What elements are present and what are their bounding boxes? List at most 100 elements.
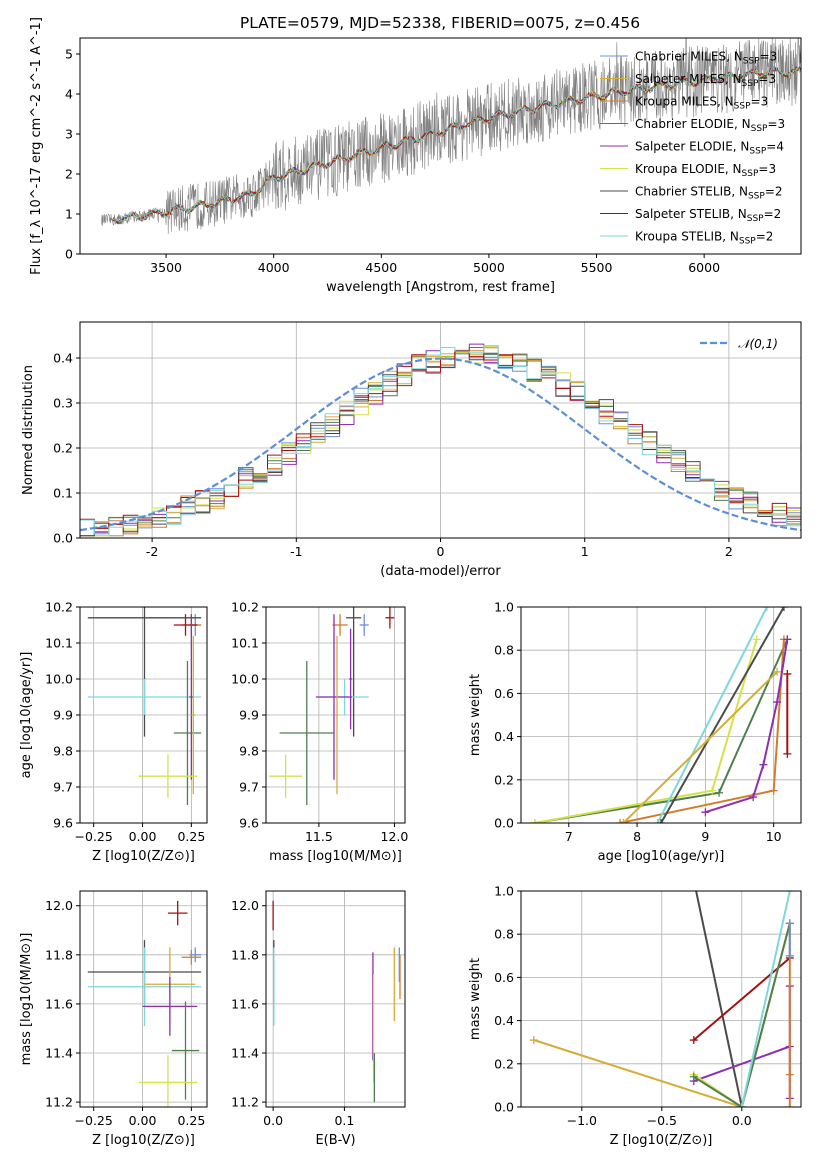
residual-hist-7	[80, 349, 801, 530]
weight-marker	[715, 788, 724, 797]
plot-area-age-vs-Z	[87, 607, 202, 805]
legend-sub: SSP	[743, 57, 760, 67]
x-tick-label: 9	[701, 829, 709, 844]
y-tick-label: 11.4	[45, 1046, 73, 1061]
x-tick-label: 11.5	[305, 829, 333, 844]
y-tick-label: 11.2	[231, 1095, 259, 1110]
x-tick-label: 6000	[688, 260, 720, 275]
x-tick-label: −0.25	[75, 829, 113, 844]
weight-line-7	[622, 671, 778, 823]
weight-marker	[752, 635, 761, 644]
axes-frame	[79, 37, 802, 255]
legend-sub: SSP	[742, 169, 759, 179]
x-tick-label: 0.1	[334, 1113, 354, 1128]
legend-sub: SSP	[748, 192, 765, 202]
x-axis-label: Z [log10(Z/Z⊙)]	[92, 849, 195, 864]
frame-mass-vs-Z: −0.25 0.00 0.25 11.2 11.4 11.6 11.8 12.0 Z [log1…	[19, 890, 208, 1148]
y-tick-label: 0.0	[494, 816, 514, 831]
weight-marker	[616, 819, 625, 823]
weight-marker	[690, 876, 698, 884]
figure-title: PLATE=0579, MJD=52338, FIBERID=0075, z=0…	[240, 14, 640, 32]
legend-sub: SSP	[734, 102, 751, 112]
y-tick-label: 5	[65, 47, 73, 62]
y-tick-label: 10.0	[45, 672, 73, 687]
y-tick-label: 9.7	[53, 780, 73, 795]
legend-label-3: Chabrier ELODIE, NSSP=3	[635, 117, 785, 134]
axes-massweight-vs-age: 7 8 9 10 0.0 0.2 0.4 0.6 0.8 1.0 age [log10(age/yr…	[468, 600, 802, 864]
errorbar-point-8	[269, 754, 303, 798]
plot-area-spectrum	[101, 38, 801, 234]
y-tick-label: 1.0	[494, 884, 514, 899]
errorbar-point-8	[138, 1055, 198, 1107]
legend-label-7: Salpeter STELIB, NSSP=2	[635, 207, 781, 224]
errorbar-point-6	[142, 976, 198, 1036]
y-tick-label: 9.6	[239, 816, 259, 831]
x-tick-label: 0.25	[177, 1113, 205, 1128]
plot-area-massweight-vs-Z	[529, 876, 794, 1107]
y-tick-label: 11.6	[45, 996, 73, 1011]
y-axis-label: Flux [f_λ 10^-17 erg cm^-2 s^-1 A^-1]	[29, 17, 44, 275]
weight-marker	[619, 819, 628, 823]
x-axis-label: (data-model)/error	[380, 564, 501, 579]
y-tick-label: 0.8	[494, 927, 514, 942]
y-tick-label: 10.0	[231, 672, 259, 687]
weight-line-2	[693, 957, 791, 1041]
errorbar-point-2	[385, 607, 395, 629]
legend-eq: =3	[767, 117, 785, 131]
weight-marker	[530, 819, 539, 823]
errorbar-point-0	[167, 900, 188, 926]
weight-marker	[689, 1036, 698, 1045]
x-tick-label: 0.0	[263, 1113, 283, 1128]
legend-eq: =3	[760, 50, 778, 64]
legend-label-8: Kroupa STELIB, NSSP=2	[635, 230, 773, 247]
y-tick-label: 0.0	[53, 531, 73, 546]
y-tick-label: 10.2	[231, 600, 259, 615]
x-tick-label: 5500	[581, 260, 613, 275]
y-tick-label: 0.2	[494, 1056, 514, 1071]
weight-line-5	[693, 923, 791, 1107]
weight-marker	[653, 819, 662, 823]
y-tick-label: 9.9	[53, 708, 73, 723]
frame-massweight-vs-age: 7 8 9 10 0.0 0.2 0.4 0.6 0.8 1.0 age [log10(age/yr…	[468, 600, 802, 864]
x-axis-label: wavelength [Angstrom, rest frame]	[326, 280, 555, 295]
plots-root: 3500 4000 4500 5000 5500 6000 0 1 2 3 4 5 wavelength…	[19, 17, 802, 1148]
plot-area-massweight-vs-age	[530, 607, 792, 823]
y-tick-label: 0.8	[494, 643, 514, 658]
y-tick-label: 10.2	[45, 600, 73, 615]
x-tick-label: −1.0	[567, 1113, 597, 1128]
x-tick-label: 5000	[473, 260, 505, 275]
weight-marker	[749, 793, 758, 802]
errorbar-point-1	[332, 614, 348, 636]
x-axis-label: mass [log10(M/M⊙)]	[269, 849, 402, 864]
y-tick-label: 11.4	[231, 1046, 259, 1061]
errorbar-point-0	[359, 614, 369, 636]
x-tick-label: −0.25	[75, 1113, 113, 1128]
weight-marker	[708, 786, 717, 795]
weight-marker	[779, 607, 788, 611]
y-tick-label: 1	[65, 207, 73, 222]
errorbar-point-3	[346, 607, 362, 737]
x-tick-label: -1	[290, 544, 302, 559]
legend-eq: =2	[764, 207, 782, 221]
y-tick-label: 9.9	[239, 708, 259, 723]
y-tick-label: 9.7	[239, 780, 259, 795]
legend-sub: SSP	[751, 124, 768, 134]
weight-marker	[737, 1103, 746, 1107]
weight-line-6	[660, 607, 785, 823]
x-tick-label: 4000	[258, 260, 290, 275]
legend-gaussian-label: 𝒩(0,1)	[738, 337, 778, 351]
errorbar-point-7	[191, 635, 196, 795]
x-axis-label: E(B-V)	[315, 1133, 355, 1148]
errorbar-point-2	[181, 949, 202, 965]
x-axis-label: Z [log10(Z/Z⊙)]	[92, 1133, 195, 1148]
legend-label-1: Salpeter MILES, NSSP=3	[635, 72, 776, 89]
axes-mass-vs-ebv: 0.0 0.1 11.2 11.4 11.6 11.8 12.0 E(B-V)	[231, 890, 406, 1148]
weight-marker	[783, 669, 792, 678]
y-tick-label: 11.8	[45, 947, 73, 962]
axes-mass-vs-Z: −0.25 0.00 0.25 11.2 11.4 11.6 11.8 12.0 Z [log1…	[19, 890, 208, 1148]
errorbar-point-5	[315, 614, 353, 780]
weight-marker	[785, 891, 794, 895]
x-tick-label: 0	[437, 544, 445, 559]
weight-line-1	[534, 639, 758, 823]
